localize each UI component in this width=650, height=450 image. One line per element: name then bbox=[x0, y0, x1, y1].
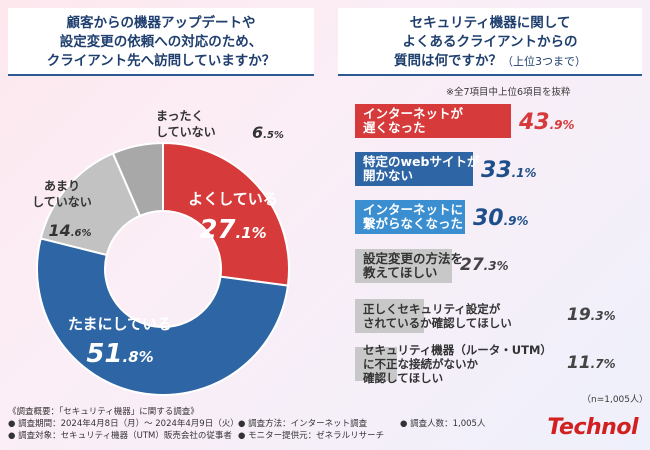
bar-question-box: セキュリティ機器に関して よくあるクライアントからの 質問は何ですか？（上位3つ… bbox=[338, 8, 642, 76]
pie-question-line3: クライアント先へ訪問していますか？ bbox=[46, 53, 276, 69]
pie-slice-value: 51.8% bbox=[86, 339, 153, 369]
footer-col1-line: ● 調査期間：2024年4月8日（月）～ 2024年4月9日（火） bbox=[8, 419, 239, 429]
bar-value: 19.3% bbox=[567, 305, 616, 325]
bar bbox=[355, 299, 424, 333]
pie-chart: よくしている27.1%たまにしている51.8%あまりしていない14.6%まったく… bbox=[32, 109, 290, 396]
pie-slice-label: あまり bbox=[44, 179, 80, 193]
bar-value: 30.9% bbox=[473, 206, 529, 231]
bar-value: 11.7% bbox=[567, 353, 616, 373]
footer-col3-line: ● 調査人数：1,005人 bbox=[400, 419, 486, 429]
pie-slice-value: 6.5% bbox=[252, 123, 284, 142]
bar-label: セキュリティ機器（ルータ・UTM） に不正な接続がないか 確認してほしい bbox=[363, 343, 552, 385]
bar-label: インターネットが 遅くなった bbox=[363, 106, 464, 135]
footer-col2: ● 調査方法：インターネット調査 ● モニター提供元：ゼネラルリサーチ bbox=[238, 418, 384, 442]
bar-question-line2: よくあるクライアントからの bbox=[402, 34, 578, 50]
footer-col2-line: ● モニター提供元：ゼネラルリサーチ bbox=[238, 431, 385, 441]
pie-slice bbox=[36, 237, 290, 396]
bar-value: 27.3% bbox=[460, 255, 509, 275]
sample-size: （n=1,005人） bbox=[582, 395, 649, 405]
bar bbox=[355, 152, 473, 186]
bar-label: 正しくセキュリティ設定が されているか確認してほしい bbox=[363, 302, 512, 330]
footer-col3: ● 調査人数：1,005人 bbox=[400, 418, 485, 430]
pie-slice-label: よくしている bbox=[188, 190, 278, 208]
pie-question-line1: 顧客からの機器アップデートや bbox=[66, 15, 256, 31]
bar-label: 設定変更の方法を 教えてほしい bbox=[363, 251, 464, 280]
footer-col1: 《調査概要：「セキュリティ機器」に関する調査》 ● 調査期間：2024年4月8日… bbox=[8, 406, 239, 442]
pie-slice bbox=[111, 141, 164, 218]
bar-question-line1: セキュリティ機器に関して bbox=[409, 15, 571, 31]
bar bbox=[355, 249, 452, 283]
pie-slice-label: たまにしている bbox=[68, 315, 172, 333]
footer-col2-line: ● 調査方法：インターネット調査 bbox=[238, 419, 368, 429]
pie-slice-label: していない bbox=[156, 125, 216, 139]
bar-label: インターネットに 繋がらなくなった bbox=[363, 202, 464, 231]
bar-value: 33.1% bbox=[481, 158, 537, 183]
bar-question-line3: 質問は何ですか？ bbox=[394, 53, 502, 69]
bar-value: 43.9% bbox=[519, 110, 575, 135]
pie-slice-value: 14.6% bbox=[48, 221, 91, 240]
pie-question-line2: 設定変更の依頼への対応のため、 bbox=[59, 34, 263, 50]
bar bbox=[355, 347, 397, 381]
footer-col1-line: ● 調査対象：セキュリティ機器（UTM）販売会社の従事者 bbox=[8, 431, 232, 441]
footer-col1-line: 《調査概要：「セキュリティ機器」に関する調査》 bbox=[8, 407, 199, 417]
bar bbox=[355, 200, 465, 234]
pie-slice-label: まったく bbox=[156, 109, 204, 123]
technol-logo: Technol bbox=[547, 415, 638, 440]
selection-note: ※全7項目中上位6項目を抜粋 bbox=[446, 87, 571, 98]
bar-label: 特定のwebサイトが 開かない bbox=[363, 154, 480, 183]
pie-slice-label: していない bbox=[32, 195, 92, 209]
bar bbox=[355, 104, 511, 138]
bar-question-sub: （上位3つまで） bbox=[502, 55, 586, 68]
pie-slice-value: 27.1% bbox=[199, 215, 266, 245]
pie-slice bbox=[162, 141, 290, 287]
pie-question-box: 顧客からの機器アップデートや 設定変更の依頼への対応のため、 クライアント先へ訪… bbox=[8, 8, 314, 76]
